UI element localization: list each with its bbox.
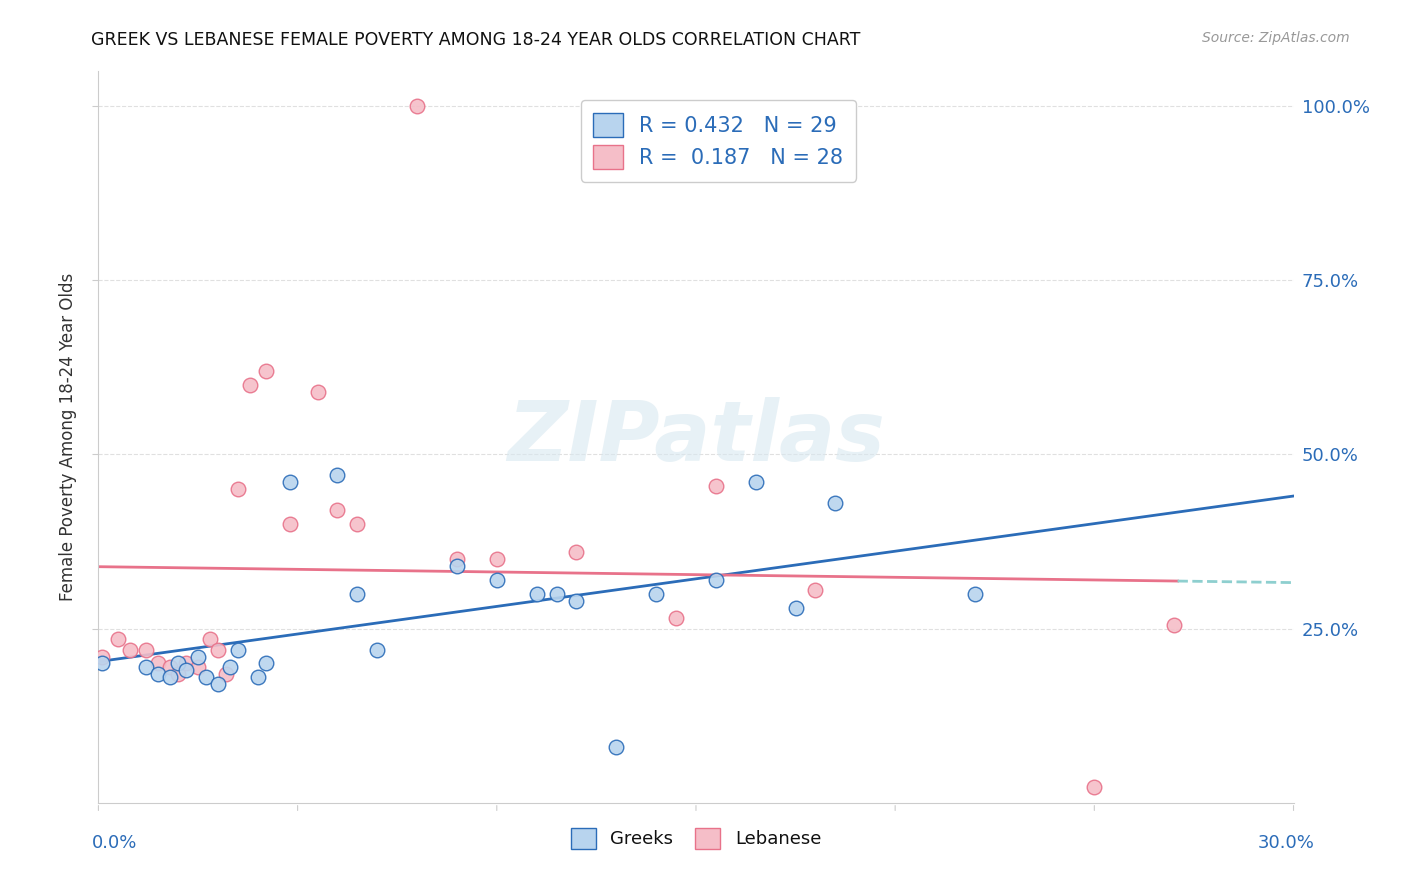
Legend: Greeks, Lebanese: Greeks, Lebanese [564,821,828,856]
Point [485,552,508,566]
Point [526,587,548,601]
Point [91,649,114,664]
Point [278,517,301,532]
Point [159,660,181,674]
Point [91,657,114,671]
Point [167,657,190,671]
Point [366,642,388,657]
Point [215,667,238,681]
Point [226,642,249,657]
Text: GREEK VS LEBANESE FEMALE POVERTY AMONG 18-24 YEAR OLDS CORRELATION CHART: GREEK VS LEBANESE FEMALE POVERTY AMONG 1… [91,31,860,49]
Point [326,503,349,517]
Point [546,587,568,601]
Point [446,558,468,573]
Point [804,583,827,598]
Point [605,740,627,755]
Point [824,496,846,510]
Point [120,642,142,657]
Point [745,475,768,490]
Point [565,594,588,608]
Point [1083,780,1105,795]
Point [645,587,668,601]
Point [167,667,190,681]
Y-axis label: Female Poverty Among 18-24 Year Olds: Female Poverty Among 18-24 Year Olds [59,273,77,601]
Point [446,552,468,566]
Text: 0.0%: 0.0% [91,834,136,852]
Point [307,384,329,399]
Point [346,587,368,601]
Text: 30.0%: 30.0% [1258,834,1315,852]
Point [254,364,277,378]
Point [246,670,269,684]
Point [346,517,368,532]
Point [239,377,262,392]
Point [406,99,429,113]
Point [135,660,157,674]
Point [254,657,277,671]
Text: ZIPatlas: ZIPatlas [508,397,884,477]
Point [159,670,181,684]
Point [174,657,197,671]
Point [785,600,807,615]
Point [187,660,209,674]
Point [226,483,249,497]
Point [148,667,170,681]
Point [187,649,209,664]
Point [278,475,301,490]
Point [485,573,508,587]
Point [665,611,688,625]
Point [207,677,229,691]
Point [326,468,349,483]
Point [704,573,727,587]
Point [174,664,197,678]
Point [704,479,727,493]
Point [135,642,157,657]
Point [1163,618,1185,632]
Point [148,657,170,671]
Point [219,660,242,674]
Point [107,632,129,646]
Point [963,587,986,601]
Point [198,632,221,646]
Point [207,642,229,657]
Text: Source: ZipAtlas.com: Source: ZipAtlas.com [1202,31,1350,45]
Point [565,545,588,559]
Point [195,670,218,684]
